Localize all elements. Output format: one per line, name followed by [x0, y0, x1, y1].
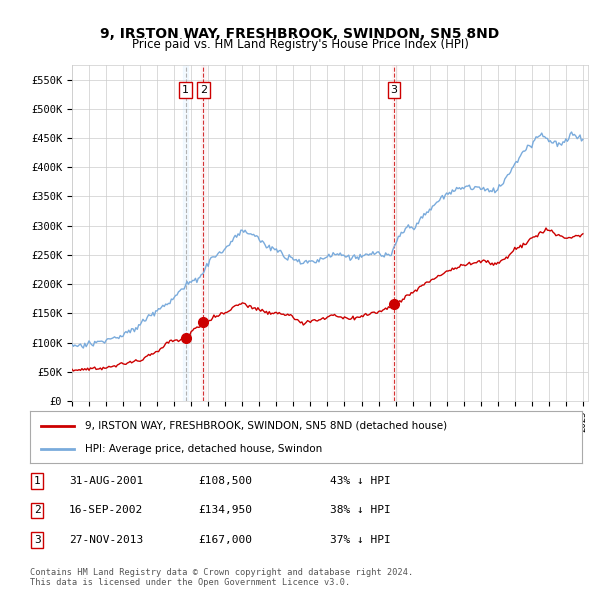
Bar: [201, 65, 206, 401]
Text: 3: 3: [391, 85, 398, 95]
Text: 2: 2: [200, 85, 207, 95]
Text: 1: 1: [34, 476, 41, 486]
Text: £134,950: £134,950: [198, 506, 252, 515]
Text: £108,500: £108,500: [198, 476, 252, 486]
Text: 37% ↓ HPI: 37% ↓ HPI: [330, 535, 391, 545]
Text: 16-SEP-2002: 16-SEP-2002: [69, 506, 143, 515]
Text: Price paid vs. HM Land Registry's House Price Index (HPI): Price paid vs. HM Land Registry's House …: [131, 38, 469, 51]
Text: 27-NOV-2013: 27-NOV-2013: [69, 535, 143, 545]
Text: 2: 2: [34, 506, 41, 515]
Text: 9, IRSTON WAY, FRESHBROOK, SWINDON, SN5 8ND (detached house): 9, IRSTON WAY, FRESHBROOK, SWINDON, SN5 …: [85, 421, 448, 431]
Text: 38% ↓ HPI: 38% ↓ HPI: [330, 506, 391, 515]
Text: 31-AUG-2001: 31-AUG-2001: [69, 476, 143, 486]
Text: 9, IRSTON WAY, FRESHBROOK, SWINDON, SN5 8ND: 9, IRSTON WAY, FRESHBROOK, SWINDON, SN5 …: [100, 27, 500, 41]
Text: 3: 3: [34, 535, 41, 545]
Text: HPI: Average price, detached house, Swindon: HPI: Average price, detached house, Swin…: [85, 444, 322, 454]
Text: Contains HM Land Registry data © Crown copyright and database right 2024.
This d: Contains HM Land Registry data © Crown c…: [30, 568, 413, 587]
Text: 1: 1: [182, 85, 189, 95]
Text: 43% ↓ HPI: 43% ↓ HPI: [330, 476, 391, 486]
Bar: [183, 65, 188, 401]
Text: £167,000: £167,000: [198, 535, 252, 545]
Bar: [392, 65, 397, 401]
